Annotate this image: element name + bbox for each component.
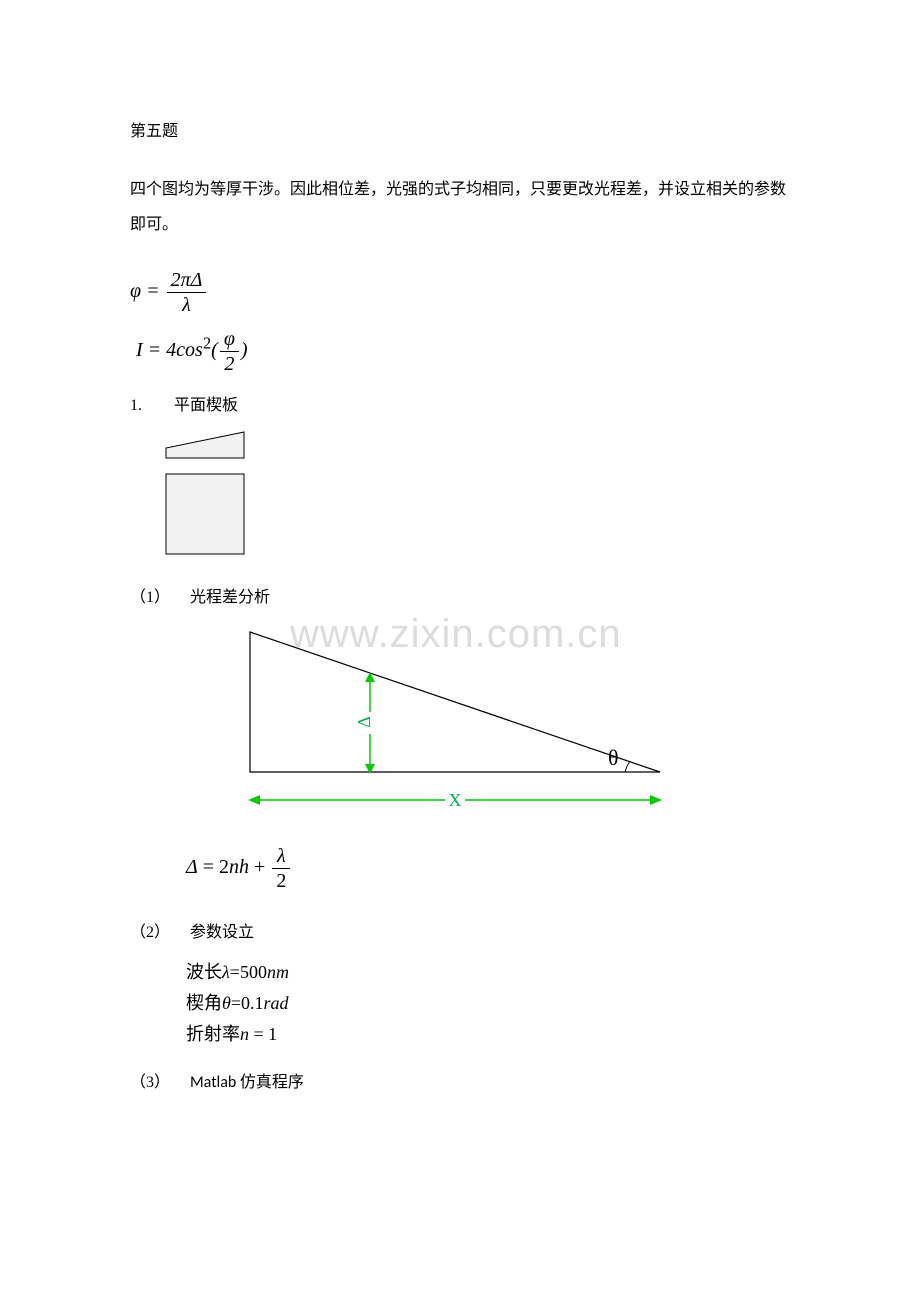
delta-num: λ	[272, 846, 290, 869]
sub3-label: Matlab 仿真程序	[190, 1073, 304, 1092]
p2-sym: θ	[222, 993, 231, 1013]
i-lhs: I	[136, 339, 143, 361]
delta-lhs: Δ	[186, 856, 198, 878]
i-sup: 2	[203, 334, 211, 353]
phi-num: 2πΔ	[167, 270, 207, 293]
wedge-trapezoid	[166, 432, 244, 458]
theta-label: θ	[608, 745, 619, 770]
formula-phi: φ = 2πΔ λ	[130, 270, 790, 315]
delta-arrow-top	[365, 672, 375, 682]
i-den: 2	[220, 352, 239, 374]
sub2-num: （2）	[130, 921, 186, 945]
delta-plus: +	[249, 856, 270, 878]
delta-den: 2	[272, 869, 290, 891]
triangle-shape	[250, 632, 660, 772]
sub1-num: （1）	[130, 586, 186, 610]
sub1-label: 光程差分析	[190, 589, 270, 606]
sub-item-2: （2） 参数设立	[130, 921, 790, 945]
p3-sym: n	[240, 1024, 249, 1044]
item1-num: 1.	[130, 394, 170, 418]
delta-label: Δ	[354, 717, 374, 729]
delta-eq: = 2	[198, 856, 229, 878]
wedge-svg	[164, 430, 254, 560]
phi-den: λ	[167, 293, 207, 315]
i-num: φ	[220, 329, 239, 352]
p1-cn: 波长	[186, 962, 222, 982]
wedge-shape-diagram	[164, 430, 790, 568]
equals: =	[148, 339, 167, 361]
delta-frac: λ 2	[272, 846, 290, 891]
intro-paragraph: 四个图均为等厚干涉。因此相位差，光强的式子均相同，只要更改光程差，并设立相关的参…	[130, 172, 790, 242]
i-coeff: 4cos	[166, 339, 203, 361]
delta-n: n	[229, 856, 239, 878]
sub-item-1: （1） 光程差分析	[130, 586, 790, 610]
p2-val: =0.1	[231, 993, 264, 1013]
i-close: )	[241, 339, 248, 361]
problem-title: 第五题	[130, 120, 790, 144]
phi-fraction: 2πΔ λ	[167, 270, 207, 315]
triangle-svg: Δ θ X	[190, 622, 690, 822]
item1-label: 平面楔板	[174, 397, 238, 414]
x-arrow-right	[650, 795, 662, 805]
x-arrow-left	[248, 795, 260, 805]
i-open: (	[211, 339, 218, 361]
param-line-3: 折射率n = 1	[186, 1019, 790, 1050]
theta-arc	[625, 761, 630, 772]
p1-unit: nm	[267, 962, 289, 982]
sub2-label: 参数设立	[190, 924, 254, 941]
wedge-rect	[166, 474, 244, 554]
i-frac: φ 2	[220, 329, 239, 374]
param-line-1: 波长λ=500nm	[186, 957, 790, 988]
sub3-num: （3）	[130, 1071, 186, 1095]
p3-val: = 1	[249, 1024, 277, 1044]
p1-sym: λ	[222, 962, 230, 982]
list-item-1: 1. 平面楔板	[130, 394, 790, 418]
p2-cn: 楔角	[186, 993, 222, 1013]
equals: =	[146, 280, 165, 302]
page-content: 第五题 四个图均为等厚干涉。因此相位差，光强的式子均相同，只要更改光程差，并设立…	[0, 0, 920, 1167]
p2-unit: rad	[264, 993, 289, 1013]
sub-item-3: （3） Matlab 仿真程序	[130, 1071, 790, 1095]
parameters-block: 波长λ=500nm 楔角θ=0.1rad 折射率n = 1	[186, 957, 790, 1049]
triangle-diagram-container: www.zixin.com.cn Δ θ X	[190, 622, 790, 830]
formula-delta: Δ = 2nh + λ 2	[186, 846, 790, 891]
delta-h: h	[239, 856, 249, 878]
formula-intensity: I = 4cos2( φ 2 )	[130, 329, 790, 374]
phi-lhs: φ	[130, 280, 141, 302]
x-label: X	[449, 790, 462, 810]
p1-val: =500	[230, 962, 267, 982]
p3-cn: 折射率	[186, 1024, 240, 1044]
param-line-2: 楔角θ=0.1rad	[186, 988, 790, 1019]
